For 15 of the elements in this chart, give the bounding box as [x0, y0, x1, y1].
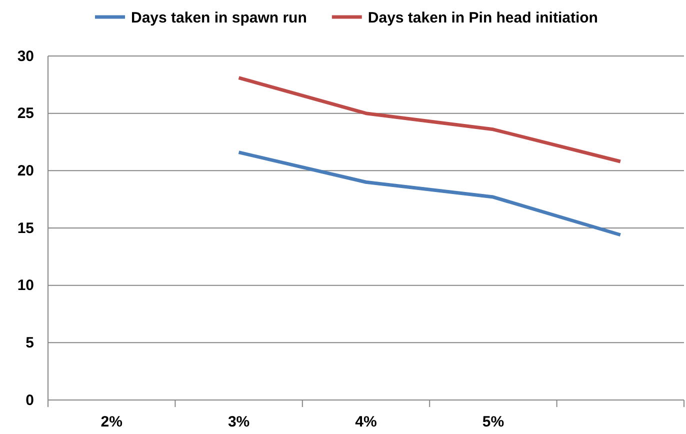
y-tick-label: 20 [17, 162, 34, 180]
x-tick-label: 5% [482, 414, 504, 431]
legend-label: Days taken in spawn run [131, 9, 307, 26]
y-tick-label: 30 [17, 48, 34, 65]
y-tick-label: 10 [17, 277, 34, 294]
y-tick-label: 0 [26, 392, 34, 409]
y-tick-label: 15 [17, 220, 34, 237]
x-tick-label: 4% [355, 414, 377, 431]
legend-label: Days taken in Pin head initiation [368, 9, 598, 26]
x-tick-label: 2% [100, 414, 122, 431]
y-tick-label: 25 [17, 105, 34, 122]
x-tick-label: 3% [228, 414, 250, 431]
line-series [237, 76, 622, 164]
line-series [237, 150, 622, 237]
y-tick-label: 5 [26, 334, 34, 352]
